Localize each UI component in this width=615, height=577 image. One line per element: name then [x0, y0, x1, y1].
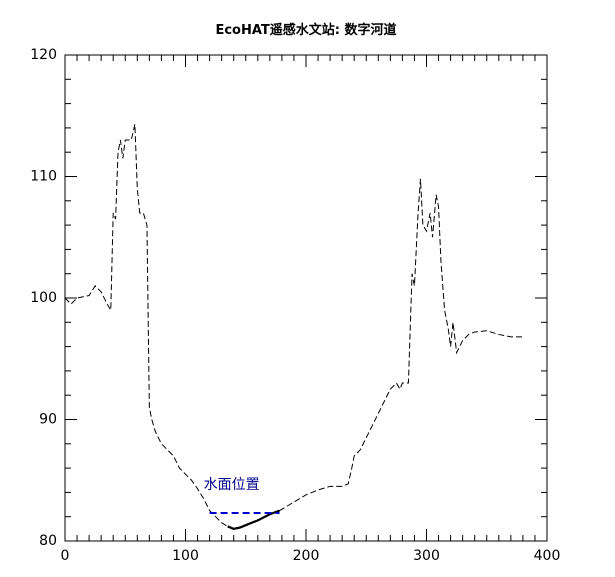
- y-tick-label: 80: [39, 533, 57, 549]
- bed-line: [227, 509, 280, 530]
- annotation: 水面位置: [204, 477, 260, 493]
- y-tick-label: 90: [39, 412, 57, 428]
- x-tick-label: 100: [172, 548, 199, 564]
- x-tick-label: 400: [534, 548, 561, 564]
- x-tick-label: 300: [413, 548, 440, 564]
- y-tick-label: 100: [30, 290, 57, 306]
- y-tick-label: 120: [30, 47, 57, 63]
- plot-frame: [64, 54, 548, 542]
- chart-title: EcoHAT遥感水文站: 数字河道: [215, 22, 396, 38]
- terrain-line: [64, 124, 523, 530]
- x-tick-label: 0: [61, 548, 70, 564]
- y-tick-label: 110: [30, 169, 57, 185]
- x-tick-label: 200: [293, 548, 320, 564]
